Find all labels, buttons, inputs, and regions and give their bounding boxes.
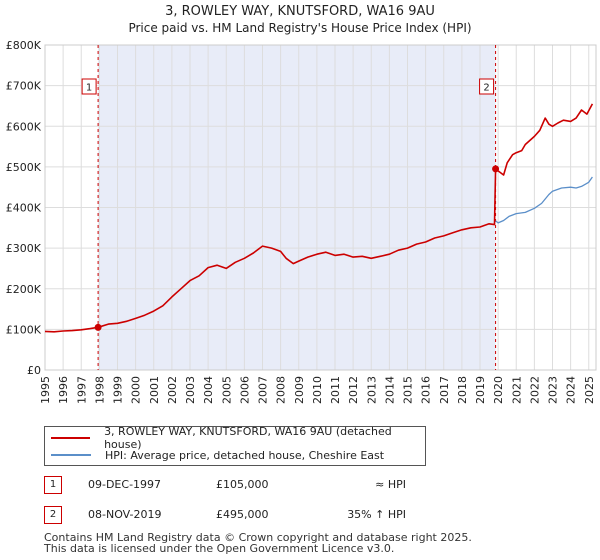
sale-point xyxy=(492,165,500,173)
sale-marker-label: 2 xyxy=(483,83,489,94)
x-tick-label: 2007 xyxy=(257,376,270,404)
x-tick-label: 2000 xyxy=(130,376,143,404)
footer-line-copyright: Contains HM Land Registry data © Crown c… xyxy=(44,531,472,544)
y-tick-label: £600K xyxy=(6,120,42,133)
sale-price: £105,000 xyxy=(216,478,269,491)
x-tick-label: 2008 xyxy=(275,376,288,404)
x-tick-label: 1997 xyxy=(75,376,88,404)
x-tick-label: 2004 xyxy=(202,376,215,404)
x-tick-label: 2018 xyxy=(456,376,469,404)
x-tick-label: 1999 xyxy=(112,376,125,404)
y-tick-label: £0 xyxy=(27,364,41,377)
sale-marker-box xyxy=(81,78,97,95)
sale-number-badge: 2 xyxy=(44,506,62,524)
x-tick-label: 1996 xyxy=(57,376,70,404)
plot-border xyxy=(44,44,597,371)
x-tick-label: 2017 xyxy=(438,376,451,404)
x-tick-label: 1998 xyxy=(93,376,106,404)
y-tick-label: £800K xyxy=(6,39,42,52)
sale-date: 08-NOV-2019 xyxy=(88,508,162,521)
sale-price: £495,000 xyxy=(216,508,269,521)
x-tick-label: 2009 xyxy=(293,376,306,404)
footer-attribution: Contains HM Land Registry data © Crown c… xyxy=(44,532,472,554)
sale-date: 09-DEC-1997 xyxy=(88,478,162,491)
x-tick-label: 2011 xyxy=(329,376,342,404)
legend-line-hpi xyxy=(51,454,91,456)
price-chart: 3, ROWLEY WAY, KNUTSFORD, WA16 9AU Price … xyxy=(6,4,597,404)
series-line-property xyxy=(44,103,594,333)
x-tick-label: 2013 xyxy=(365,376,378,404)
x-tick-label: 2022 xyxy=(528,376,541,404)
sale-hpi-comparison: 35% ↑ HPI xyxy=(347,508,406,521)
x-tick-label: 2025 xyxy=(583,376,596,404)
x-tick-label: 2023 xyxy=(547,376,560,404)
legend-label-property: 3, ROWLEY WAY, KNUTSFORD, WA16 9AU (deta… xyxy=(104,425,392,451)
chart-subtitle: Price paid vs. HM Land Registry's House … xyxy=(128,21,471,35)
sale-hpi-comparison: ≈ HPI xyxy=(375,478,406,491)
x-tick-label: 2024 xyxy=(565,376,578,404)
sale-number-badge: 1 xyxy=(44,476,62,494)
y-tick-label: £200K xyxy=(6,283,42,296)
legend-line-property xyxy=(51,437,91,439)
x-tick-label: 2005 xyxy=(220,376,233,404)
y-tick-label: £100K xyxy=(6,323,42,336)
chart-title: 3, ROWLEY WAY, KNUTSFORD, WA16 9AU xyxy=(165,4,435,19)
legend-item-property: 3, ROWLEY WAY, KNUTSFORD, WA16 9AU (deta… xyxy=(51,425,425,451)
y-tick-label: £300K xyxy=(6,242,42,255)
x-tick-label: 2003 xyxy=(184,376,197,404)
x-tick-label: 2006 xyxy=(238,376,251,404)
x-tick-label: 2015 xyxy=(402,376,415,404)
x-tick-label: 2012 xyxy=(347,376,360,404)
x-tick-label: 2014 xyxy=(383,376,396,404)
legend-item-hpi: HPI: Average price, detached house, Ches… xyxy=(51,447,384,463)
x-tick-label: 2001 xyxy=(148,376,161,404)
series-line-hpi xyxy=(495,176,593,224)
x-tick-label: 1995 xyxy=(39,376,52,404)
footer-line-licence: This data is licensed under the Open Gov… xyxy=(44,542,395,555)
legend-label-hpi: HPI: Average price, detached house, Ches… xyxy=(105,448,385,462)
x-tick-label: 2016 xyxy=(420,376,433,404)
sale-point xyxy=(94,323,102,331)
x-tick-label: 2020 xyxy=(492,376,505,404)
sale-row: 2 08-NOV-2019 £495,000 35% ↑ HPI xyxy=(44,506,464,526)
x-tick-label: 2002 xyxy=(166,376,179,404)
chart-legend: 3, ROWLEY WAY, KNUTSFORD, WA16 9AU (deta… xyxy=(44,425,426,466)
y-tick-label: £700K xyxy=(6,80,42,93)
x-tick-label: 2019 xyxy=(474,376,487,404)
sale-marker-label: 1 xyxy=(86,83,92,94)
x-tick-label: 2010 xyxy=(311,376,324,404)
sale-marker-box xyxy=(479,78,495,95)
y-tick-label: £400K xyxy=(6,202,42,215)
sale-row: 1 09-DEC-1997 £105,000 ≈ HPI xyxy=(44,476,464,496)
y-tick-label: £500K xyxy=(6,161,42,174)
x-tick-label: 2021 xyxy=(510,376,523,404)
